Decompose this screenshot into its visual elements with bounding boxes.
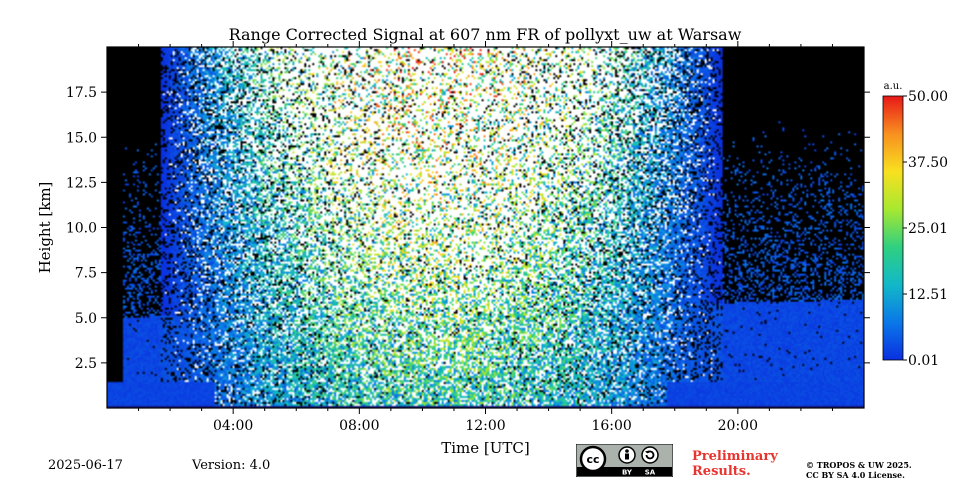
sa-text: SA xyxy=(645,469,656,477)
cc-by-sa-license-badge: cc BY SA xyxy=(576,444,673,477)
colorbar-tick-label: 37.50 xyxy=(908,155,948,171)
cc-icon-text: cc xyxy=(586,453,599,466)
chart-title: Range Corrected Signal at 607 nm FR of p… xyxy=(228,25,742,44)
colorbar-tick-label: 50.00 xyxy=(908,89,948,105)
colorbar-tick-label: 0.01 xyxy=(908,353,939,369)
copyright-line-2: CC BY SA 4.0 License. xyxy=(806,470,905,480)
copyright-notice: © TROPOS & UW 2025. CC BY SA 4.0 License… xyxy=(806,460,912,480)
signal-heatmap xyxy=(107,47,864,408)
footer-date: 2025-06-17 xyxy=(48,458,123,473)
colorbar-tick-label: 12.51 xyxy=(908,287,948,303)
x-tick-label: 12:00 xyxy=(465,418,505,434)
x-axis: 04:00 08:00 12:00 16:00 20:00 xyxy=(138,41,833,434)
colorbar: a.u. 0.01 12.51 25.01 37.50 50.00 xyxy=(882,81,948,369)
x-tick-label: 08:00 xyxy=(339,418,379,434)
y-tick-label: 10.0 xyxy=(66,221,97,237)
colorbar-scale xyxy=(882,95,904,361)
x-tick-label: 04:00 xyxy=(213,418,253,434)
y-axis-label: Height [km] xyxy=(36,182,54,274)
footer-version: Version: 4.0 xyxy=(192,458,271,473)
x-axis-label: Time [UTC] xyxy=(441,439,530,457)
y-axis: 2.5 5.0 7.5 10.0 12.5 15.0 17.5 xyxy=(66,85,870,372)
cc-icon xyxy=(579,445,607,473)
colorbar-tick-label: 25.01 xyxy=(908,221,948,237)
y-tick-label: 2.5 xyxy=(75,356,97,372)
y-tick-label: 5.0 xyxy=(75,311,97,327)
sa-share-icon xyxy=(641,446,659,464)
y-tick-label: 17.5 xyxy=(66,85,97,101)
y-tick-label: 7.5 xyxy=(75,266,97,282)
y-tick-label: 12.5 xyxy=(66,175,97,191)
colorbar-unit: a.u. xyxy=(884,81,903,92)
preliminary-results-note: Preliminary Results. xyxy=(692,449,778,479)
copyright-line-1: © TROPOS & UW 2025. xyxy=(806,460,912,470)
x-tick-label: 20:00 xyxy=(718,418,758,434)
by-text: BY xyxy=(622,469,633,477)
x-tick-label: 16:00 xyxy=(591,418,631,434)
y-tick-label: 15.0 xyxy=(66,130,97,146)
